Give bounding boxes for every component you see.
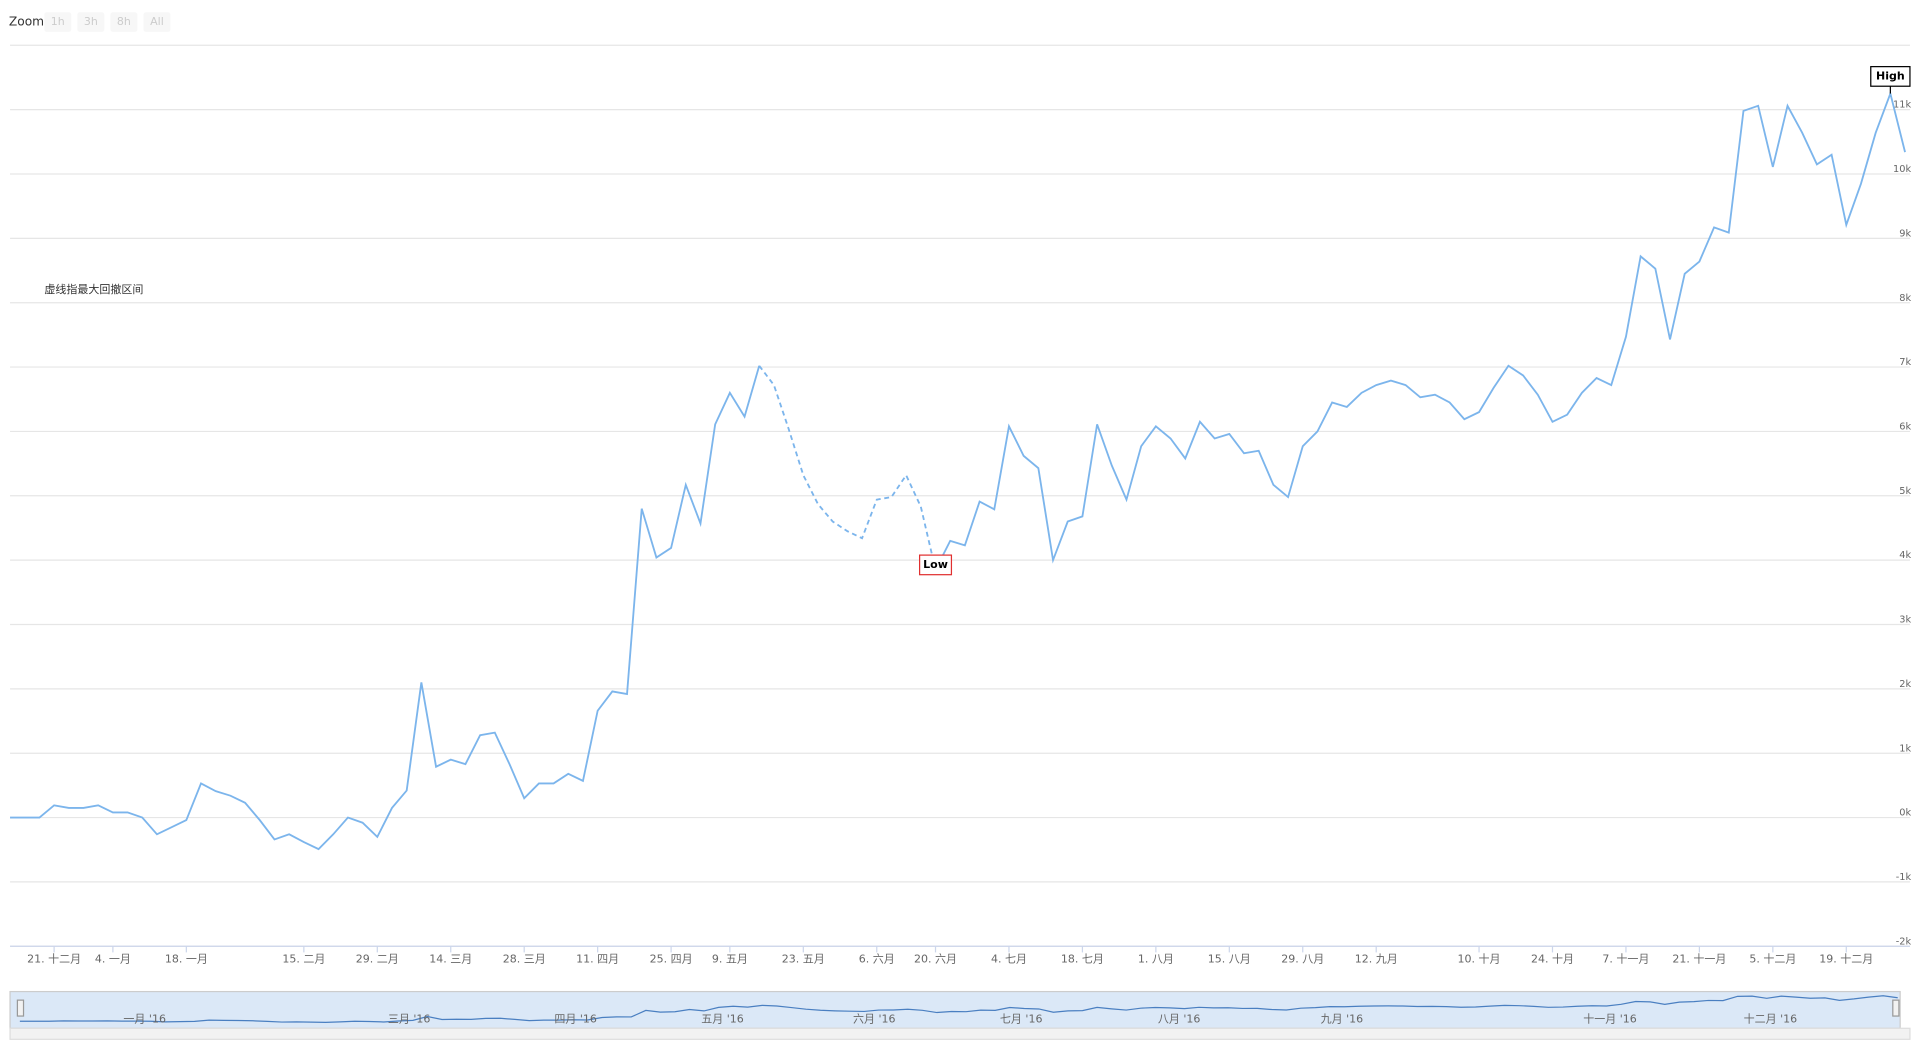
x-tick-label: 10. 十月 [1458, 952, 1501, 966]
x-tick-label: 5. 十二月 [1749, 952, 1796, 966]
navigator-label: 一月 '16 [123, 1013, 166, 1026]
zoom-button[interactable] [44, 12, 72, 32]
annotation: 虚线指最大回撤区间 [44, 282, 143, 296]
zoom-label: Zoom [9, 15, 44, 29]
zoom-button-label[interactable]: 3h [84, 15, 98, 28]
y-tick-label: 0k [1899, 808, 1911, 819]
zoom-button[interactable] [77, 12, 105, 32]
x-tick-label: 23. 五月 [782, 953, 825, 966]
x-tick-label: 14. 三月 [429, 953, 472, 966]
zoom-button-label[interactable]: All [150, 15, 164, 28]
flag[interactable] [918, 554, 953, 576]
flag-label[interactable]: Low [923, 558, 948, 571]
line [10, 365, 761, 851]
x-tick-label: 21. 十二月 [27, 952, 81, 966]
y-tick-label: 4k [1899, 550, 1911, 561]
navigator-handle[interactable] [16, 999, 25, 1017]
navigator-label: 六月 '16 [853, 1013, 896, 1026]
navigator-label: 八月 '16 [1158, 1013, 1201, 1026]
y-tick-label: 6k [1899, 422, 1911, 433]
x-tick-label: 21. 十一月 [1672, 952, 1726, 966]
x-tick-label: 12. 九月 [1355, 953, 1398, 966]
navigator-label: 五月 '16 [701, 1013, 744, 1026]
x-tick-label: 15. 二月 [282, 953, 325, 966]
navigator-label: 十二月 '16 [1744, 1012, 1798, 1026]
y-tick-label: 2k [1899, 679, 1911, 690]
x-tick-label: 18. 一月 [165, 953, 208, 966]
y-tick-label: 9k [1899, 228, 1911, 239]
navigator-label: 七月 '16 [1000, 1013, 1043, 1026]
x-tick-label: 19. 十二月 [1819, 952, 1873, 966]
x-tick-label: 18. 七月 [1061, 953, 1104, 966]
y-tick-label: 11k [1893, 100, 1911, 111]
flag[interactable] [1870, 66, 1911, 87]
x-tick-label: 1. 八月 [1138, 953, 1174, 966]
x-tick-label: 15. 八月 [1208, 953, 1251, 966]
zoom-button-label[interactable]: 8h [117, 15, 131, 28]
y-tick-label: -1k [1896, 872, 1912, 883]
y-tick-label: 7k [1899, 357, 1911, 368]
x-tick-label: 11. 四月 [576, 953, 619, 966]
zoom-button[interactable] [110, 12, 138, 32]
x-tick-label: 4. 七月 [991, 953, 1027, 966]
x-tick-label: 28. 三月 [503, 953, 546, 966]
navigator-line [19, 995, 1898, 1024]
flag-label[interactable]: High [1876, 69, 1905, 82]
x-tick-label: 20. 六月 [914, 953, 957, 966]
navigator-label: 四月 '16 [554, 1013, 597, 1026]
x-tick-label: 4. 一月 [95, 953, 131, 966]
x-tick-label: 7. 十一月 [1602, 952, 1649, 966]
y-tick-label: 10k [1893, 164, 1911, 175]
dashed-line [758, 365, 937, 571]
zoom-button-label[interactable]: 1h [51, 15, 65, 28]
zoom-button[interactable] [143, 12, 171, 32]
navigator-label: 十一月 '16 [1583, 1012, 1637, 1026]
y-tick-label: 8k [1899, 293, 1911, 304]
x-tick-label: 29. 八月 [1281, 953, 1324, 966]
scrollbar[interactable] [9, 1027, 1911, 1040]
x-tick-label: 29. 二月 [356, 953, 399, 966]
x-tick-label: 6. 六月 [859, 953, 895, 966]
y-tick-label: 3k [1899, 615, 1911, 626]
navigator-handle[interactable] [1892, 999, 1900, 1017]
y-tick-label: 5k [1899, 486, 1911, 497]
x-tick-label: 24. 十月 [1531, 952, 1574, 966]
x-tick-label: 25. 四月 [650, 953, 693, 966]
x-tick-label: 9. 五月 [712, 953, 748, 966]
line [934, 90, 1906, 571]
y-tick-label: 1k [1899, 743, 1911, 754]
navigator-label: 九月 '16 [1321, 1013, 1364, 1026]
navigator-label: 三月 '16 [388, 1013, 431, 1026]
y-tick-label: -2k [1896, 936, 1912, 947]
